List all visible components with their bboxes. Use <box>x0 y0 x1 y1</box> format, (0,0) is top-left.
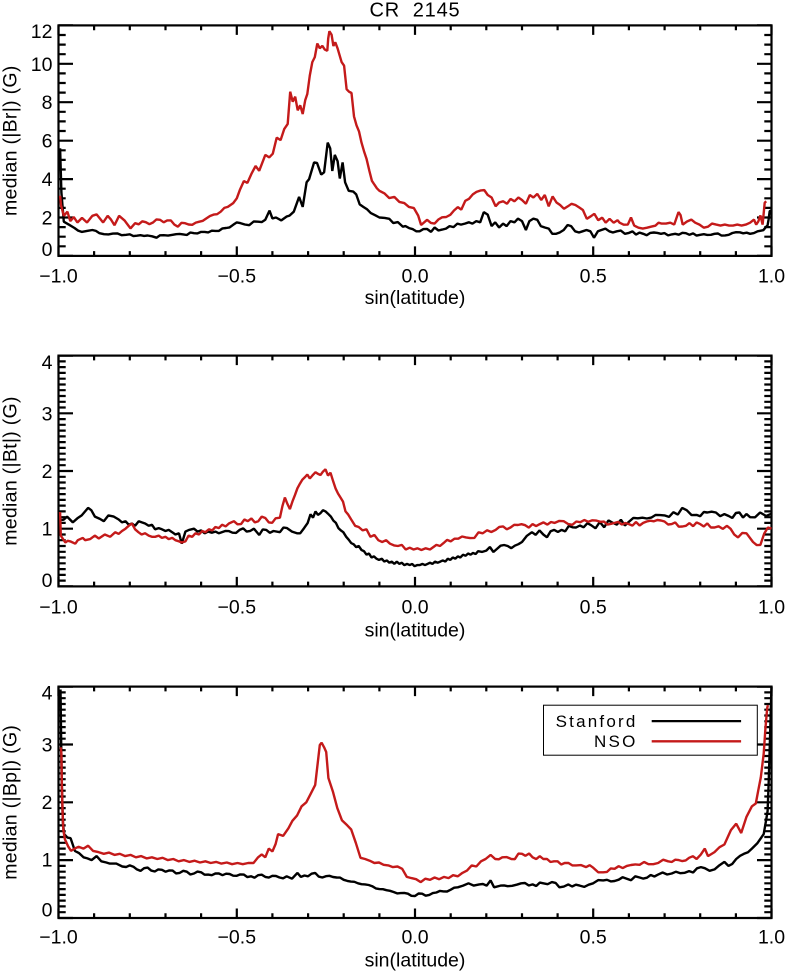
svg-text:2: 2 <box>42 461 53 483</box>
svg-text:−0.5: −0.5 <box>218 266 257 288</box>
svg-text:3: 3 <box>42 403 53 425</box>
svg-text:−1.0: −1.0 <box>39 266 78 288</box>
svg-text:2: 2 <box>42 208 53 230</box>
svg-text:Stanford: Stanford <box>556 712 638 731</box>
svg-text:0.0: 0.0 <box>401 597 428 619</box>
svg-text:CR 2145: CR 2145 <box>370 0 461 22</box>
svg-text:0.5: 0.5 <box>580 927 607 949</box>
svg-text:4: 4 <box>42 169 53 191</box>
svg-text:2: 2 <box>42 792 53 814</box>
svg-text:median (|Br|) (G): median (|Br|) (G) <box>0 65 22 216</box>
svg-text:1: 1 <box>42 850 53 872</box>
svg-text:1.0: 1.0 <box>758 597 785 619</box>
svg-text:sin(latitude): sin(latitude) <box>365 287 466 309</box>
svg-text:12: 12 <box>31 21 53 43</box>
svg-text:10: 10 <box>31 54 53 76</box>
svg-text:0: 0 <box>42 570 53 592</box>
svg-text:−0.5: −0.5 <box>218 597 257 619</box>
svg-text:0: 0 <box>42 900 53 922</box>
svg-text:4: 4 <box>42 683 53 705</box>
svg-text:sin(latitude): sin(latitude) <box>365 619 466 641</box>
svg-text:1: 1 <box>42 519 53 541</box>
svg-text:0: 0 <box>42 239 53 261</box>
svg-text:6: 6 <box>42 131 53 153</box>
svg-text:sin(latitude): sin(latitude) <box>365 949 466 971</box>
svg-text:median (|Bp|) (G): median (|Bp|) (G) <box>0 725 22 880</box>
svg-text:−0.5: −0.5 <box>218 927 257 949</box>
svg-text:NSO: NSO <box>594 732 637 751</box>
svg-text:8: 8 <box>42 92 53 114</box>
svg-text:median (|Bt|) (G): median (|Bt|) (G) <box>0 396 22 546</box>
svg-text:−1.0: −1.0 <box>39 597 78 619</box>
svg-text:1.0: 1.0 <box>758 927 785 949</box>
svg-text:0.0: 0.0 <box>401 927 428 949</box>
svg-text:1.0: 1.0 <box>758 266 785 288</box>
svg-text:−1.0: −1.0 <box>39 927 78 949</box>
svg-text:3: 3 <box>42 735 53 757</box>
svg-text:0.0: 0.0 <box>401 266 428 288</box>
svg-text:0.5: 0.5 <box>580 266 607 288</box>
svg-text:0.5: 0.5 <box>580 597 607 619</box>
svg-text:4: 4 <box>42 352 53 374</box>
